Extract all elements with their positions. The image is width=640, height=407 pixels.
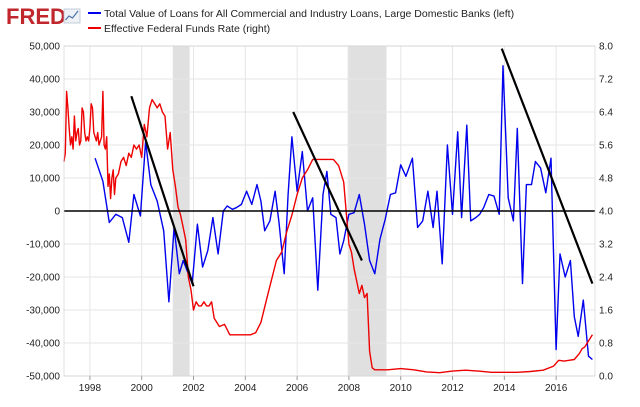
- trend-line: [292, 111, 363, 261]
- y-right-tick-label: 1.6: [599, 306, 613, 317]
- trend-line: [130, 95, 195, 287]
- x-tick-label: 2006: [286, 383, 309, 394]
- y-left-tick-label: -30,000: [26, 306, 60, 317]
- y-right-tick-label: 3.2: [599, 240, 613, 251]
- x-tick-label: 2004: [234, 383, 257, 394]
- series-line-fed-funds: [63, 90, 593, 374]
- y-right-tick-label: 4.8: [599, 174, 613, 185]
- y-right-tick-label: 0.0: [599, 372, 613, 383]
- x-tick-label: 2010: [390, 383, 413, 394]
- right-axis: 8.0 7.2 6.4 5.6 4.8 4.0 3.2 2.4 1.6 0.8 0.0: [599, 42, 613, 383]
- y-right-tick-label: 8.0: [599, 42, 613, 53]
- x-tick-label: 2008: [338, 383, 361, 394]
- x-tick-label: 1998: [79, 383, 102, 394]
- x-tick-label: 2000: [131, 383, 154, 394]
- x-tick-label: 2014: [493, 383, 516, 394]
- y-left-tick-label: 0: [54, 207, 60, 218]
- y-right-tick-label: 2.4: [599, 273, 613, 284]
- y-left-tick-label: 10,000: [29, 174, 60, 185]
- y-left-tick-label: 40,000: [29, 75, 60, 86]
- legend-label-loans: Total Value of Loans for All Commercial …: [104, 8, 514, 20]
- y-left-tick-label: 20,000: [29, 141, 60, 152]
- y-left-tick-label: -40,000: [26, 339, 60, 350]
- y-right-tick-label: 6.4: [599, 108, 613, 119]
- header: FRED Total Value of Loans for All Commer…: [6, 4, 514, 35]
- legend-label-fed-funds: Effective Federal Funds Rate (right): [104, 23, 270, 35]
- legend-item-fed-funds: Effective Federal Funds Rate (right): [88, 23, 270, 35]
- plot-frame: [63, 45, 596, 377]
- trend-lines: [130, 48, 594, 287]
- x-tick-label: 2002: [182, 383, 205, 394]
- y-left-tick-label: -20,000: [26, 273, 60, 284]
- fred-logo: FRED: [6, 4, 66, 29]
- left-axis: 50,000 40,000 30,000 20,000 10,000 0 -10,000 -2…: [26, 42, 60, 383]
- x-tick-label: 2016: [545, 383, 568, 394]
- y-left-tick-label: -50,000: [26, 372, 60, 383]
- legend-item-loans: Total Value of Loans for All Commercial …: [88, 8, 514, 20]
- fred-logo-chart-icon: [63, 8, 81, 24]
- x-axis: 1998 2000 2002 2004 2006 2008 2010 2012 2014 2016: [79, 376, 568, 394]
- y-right-tick-label: 0.8: [599, 339, 613, 350]
- legend: Total Value of Loans for All Commercial …: [88, 8, 514, 35]
- y-right-tick-label: 5.6: [599, 141, 613, 152]
- y-left-tick-label: 50,000: [29, 42, 60, 53]
- y-right-tick-label: 4.0: [599, 207, 613, 218]
- y-left-tick-label: -10,000: [26, 240, 60, 251]
- trend-line: [500, 48, 594, 284]
- x-tick-label: 2012: [441, 383, 464, 394]
- y-left-tick-label: 30,000: [29, 108, 60, 119]
- y-right-tick-label: 7.2: [599, 75, 613, 86]
